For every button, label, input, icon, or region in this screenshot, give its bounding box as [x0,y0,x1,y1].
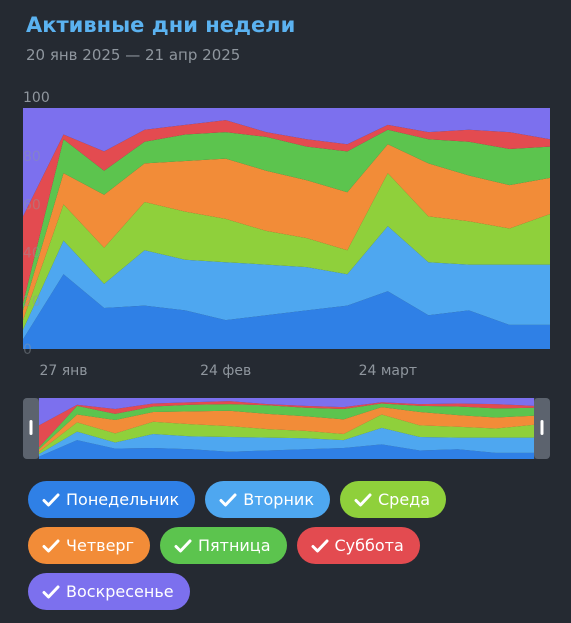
navigator-grip-right [540,420,544,435]
plot-area-series-6 [23,120,550,304]
legend-item-5[interactable]: Пятница [159,527,287,564]
legend-item-3[interactable]: Среда [339,481,447,518]
legend: Понедельник Вторник Среда Четверг Пятница Суб… [28,481,548,610]
navigator-layers [39,398,534,459]
plot-area-series-2 [23,226,550,340]
y-tick-label: 80 [23,149,41,165]
navigator-area-series-3 [39,414,534,455]
navigator-area-series-1 [39,440,534,459]
x-tick-label: 24 фев [200,363,251,379]
checkmark-icon [311,539,328,552]
x-tick-label: 24 март [359,363,417,379]
legend-item-7[interactable]: Воскресенье [28,573,190,610]
legend-item-label: Среда [377,490,431,509]
legend-item-1[interactable]: Понедельник [28,481,196,518]
y-tick-label: 40 [23,246,41,262]
plot-area-series-3 [23,173,550,330]
checkmark-icon [174,539,192,552]
checkmark-icon [354,493,372,506]
navigator-area-series-2 [39,427,534,457]
legend-item-6[interactable]: Суббота [296,527,420,564]
plot-area-series-5 [23,129,550,311]
legend-item-label: Понедельник [66,490,180,509]
y-tick-label: 60 [23,197,41,213]
range-navigator[interactable] [23,398,550,459]
x-tick-label: 27 янв [39,363,87,379]
legend-item-label: Воскресенье [66,582,174,601]
navigator-area-series-7 [39,398,534,426]
legend-item-label: Четверг [66,536,134,555]
navigator-grip-left [29,420,33,435]
y-tick-label: 0 [23,342,32,358]
plot-area-series-4 [23,144,550,321]
y-tick-label: 20 [23,294,41,310]
navigator-area-series-6 [39,401,534,448]
navigator-area-series-4 [39,407,534,452]
legend-item-label: Вторник [243,490,314,509]
y-axis-ticks: 0 20 40 60 80 100 [23,90,50,358]
y-tick-label: 100 [23,90,50,106]
legend-item-4[interactable]: Четверг [28,527,150,564]
plot-area-series-1 [23,274,550,349]
navigator-area-series-5 [39,403,534,450]
x-axis-ticks: 27 янв 24 фев 24 март [39,363,417,379]
legend-item-label: Пятница [197,536,271,555]
plot-area-series-7 [23,108,550,217]
plot-layers [23,108,550,349]
legend-item-2[interactable]: Вторник [205,481,330,518]
chart-title: Активные дни недели [26,13,296,37]
checkmark-icon [42,539,60,552]
chart-area: 0 20 40 60 80 100 27 янв 24 фев 24 март [23,90,550,459]
checkmark-icon [219,493,237,506]
checkmark-icon [42,585,60,598]
legend-item-label: Суббота [334,536,404,555]
checkmark-icon [42,493,60,506]
chart-subtitle: 20 янв 2025 — 21 апр 2025 [26,46,241,64]
